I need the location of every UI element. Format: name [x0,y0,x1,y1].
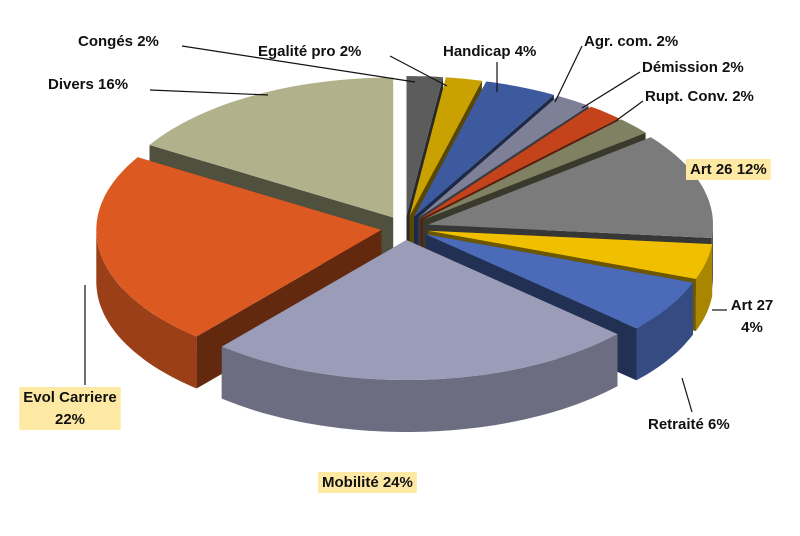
data-label: Mobilité 24% [322,474,413,491]
data-label: Divers 16% [48,76,128,93]
label-category: Divers [48,76,94,93]
slice-side [636,282,693,381]
label-highlight [19,386,121,430]
slice-top [406,76,443,216]
leader-line [616,100,644,121]
leader-line [181,45,416,83]
leader-line [581,71,641,109]
label-highlight [318,471,417,493]
slice-top [422,119,646,220]
label-category: Mobilité [322,474,379,491]
label-category: Egalité pro [258,43,336,60]
slice-top [409,77,482,217]
slice-top [418,96,589,218]
slice-top [414,81,554,217]
data-label: Rupt. Conv. 2% [645,88,754,105]
label-category: Handicap [443,43,511,60]
label-value: 6% [708,416,730,433]
label-value: 24% [383,474,413,491]
slice-top [420,106,619,219]
slice-top [425,234,693,329]
label-value: 2% [657,33,679,50]
label-value: 2% [340,43,362,60]
data-label: Retraité 6% [648,416,730,433]
label-category: Art 26 [690,161,733,178]
data-label: Congés 2% [78,33,159,50]
slice-top [149,77,394,218]
leader-line [149,89,269,96]
slice-side [96,229,197,389]
data-label: Handicap 4% [443,43,536,60]
data-label: Agr. com. 2% [584,33,678,50]
data-label: Egalité pro 2% [258,43,361,60]
slice-side [221,334,618,432]
slice-top [428,137,713,238]
leader-line [681,377,693,413]
label-value: 12% [737,161,767,178]
label-value: 16% [98,76,128,93]
label-value: 4% [741,319,763,336]
data-label: Art 26 12% [690,161,767,178]
label-category: Agr. com. [584,33,652,50]
label-value: 2% [722,59,744,76]
slice-side [695,244,713,331]
data-label: Démission 2% [642,59,744,76]
label-highlight [686,158,771,180]
leader-line [389,55,448,87]
leader-line [554,45,583,103]
label-category: Art 27 [731,297,774,314]
label-value: 2% [137,33,159,50]
label-category: Démission [642,59,718,76]
slice-top [221,240,618,380]
label-value: 22% [55,411,85,428]
slice-top [428,230,713,279]
label-value: 4% [515,43,537,60]
label-category: Retraité [648,416,704,433]
label-category: Evol Carriere [23,389,116,406]
data-label: Art 27 4% [731,297,774,336]
label-category: Congés [78,33,133,50]
label-category: Rupt. Conv. [645,88,728,105]
data-label: Evol Carriere 22% [23,389,116,428]
label-value: 2% [732,88,754,105]
slice-top [96,157,382,337]
slice [221,240,618,432]
